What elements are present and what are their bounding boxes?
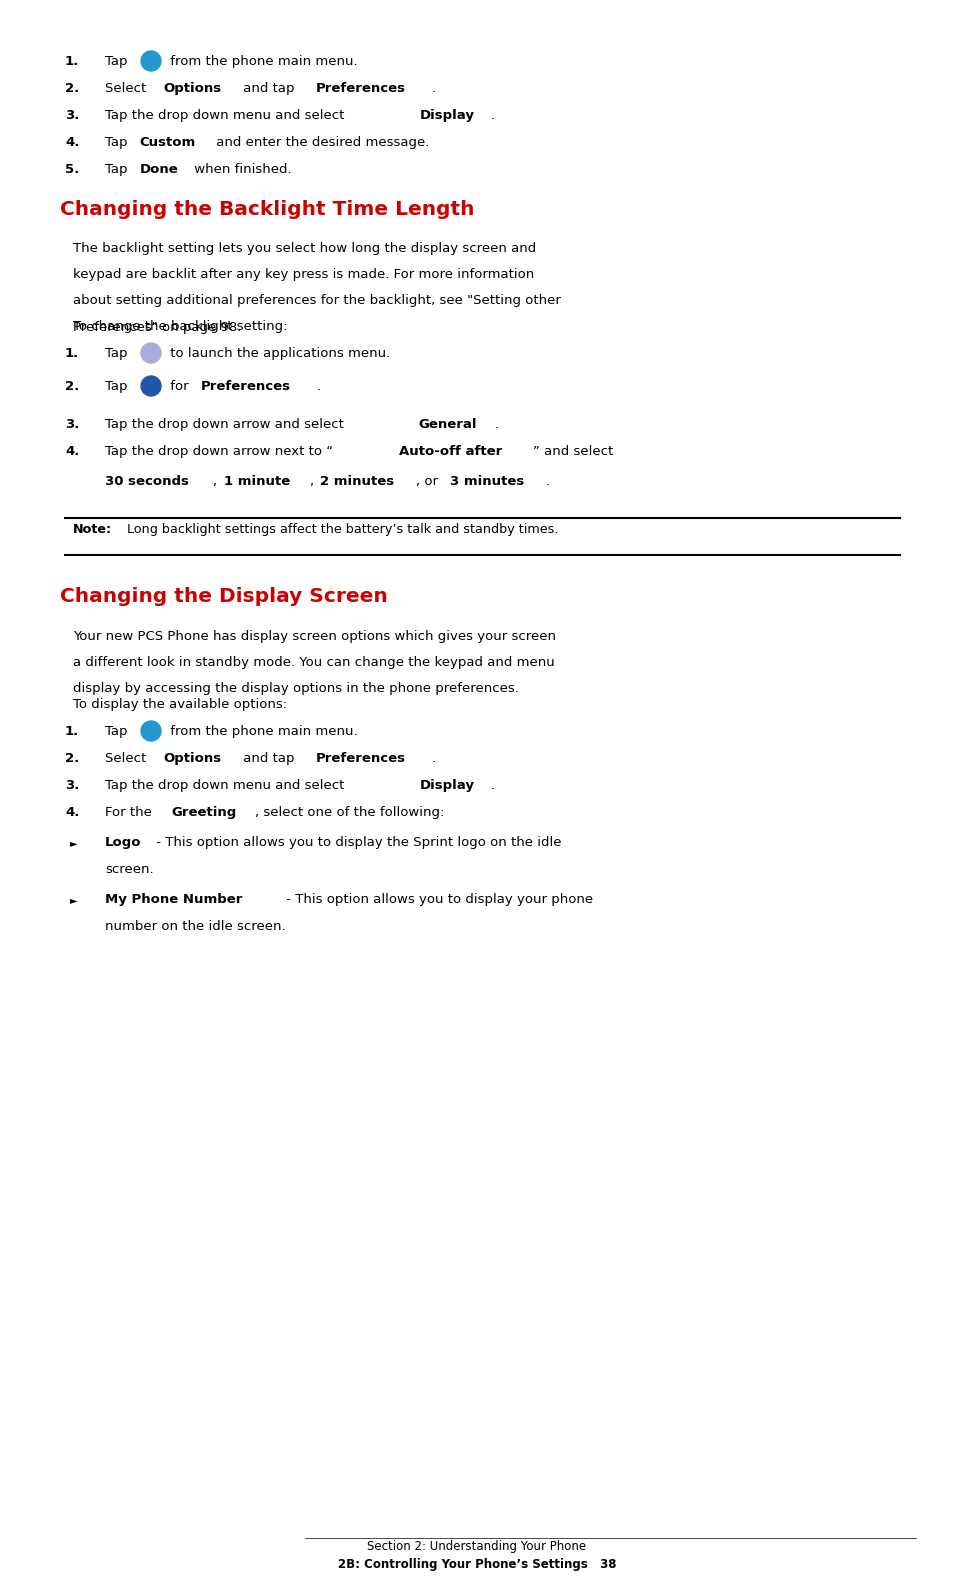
- Text: Tap the drop down arrow and select: Tap the drop down arrow and select: [105, 418, 348, 431]
- Text: .: .: [490, 110, 494, 122]
- Text: 1.: 1.: [65, 56, 79, 68]
- Text: Preferences: Preferences: [315, 83, 405, 95]
- Text: The backlight setting lets you select how long the display screen and: The backlight setting lets you select ho…: [73, 242, 536, 254]
- Text: Tap: Tap: [105, 137, 132, 149]
- Text: 4.: 4.: [65, 445, 79, 458]
- Text: 1.: 1.: [65, 347, 79, 359]
- Text: To display the available options:: To display the available options:: [73, 698, 287, 711]
- Text: Tap: Tap: [105, 725, 132, 738]
- Text: 2 minutes: 2 minutes: [320, 475, 394, 488]
- Text: screen.: screen.: [105, 863, 153, 876]
- Text: Long backlight settings affect the battery’s talk and standby times.: Long backlight settings affect the batte…: [123, 523, 558, 536]
- Text: Tap the drop down menu and select: Tap the drop down menu and select: [105, 110, 348, 122]
- Text: ,: ,: [213, 475, 221, 488]
- Text: Display: Display: [419, 779, 474, 792]
- Text: 3 minutes: 3 minutes: [450, 475, 523, 488]
- Text: Select: Select: [105, 752, 151, 765]
- Text: Changing the Backlight Time Length: Changing the Backlight Time Length: [60, 200, 474, 219]
- Text: ⌂: ⌂: [148, 348, 153, 358]
- Text: .: .: [316, 380, 320, 393]
- Circle shape: [141, 51, 161, 72]
- Text: , select one of the following:: , select one of the following:: [254, 806, 444, 819]
- Text: about setting additional preferences for the backlight, see "Setting other: about setting additional preferences for…: [73, 294, 560, 307]
- Text: - This option allows you to display your phone: - This option allows you to display your…: [282, 894, 593, 906]
- Text: Logo: Logo: [105, 836, 141, 849]
- Text: and enter the desired message.: and enter the desired message.: [212, 137, 429, 149]
- Circle shape: [141, 343, 161, 363]
- Text: Tap: Tap: [105, 164, 132, 176]
- Circle shape: [141, 720, 161, 741]
- Text: .: .: [545, 475, 549, 488]
- Text: from the phone main menu.: from the phone main menu.: [166, 725, 357, 738]
- Text: .: .: [490, 779, 494, 792]
- Text: display by accessing the display options in the phone preferences.: display by accessing the display options…: [73, 682, 518, 695]
- Text: to launch the applications menu.: to launch the applications menu.: [166, 347, 390, 359]
- Text: 1.: 1.: [65, 725, 79, 738]
- Text: Section 2: Understanding Your Phone: Section 2: Understanding Your Phone: [367, 1541, 586, 1553]
- Text: 3.: 3.: [65, 110, 79, 122]
- Text: when finished.: when finished.: [190, 164, 291, 176]
- Text: Auto-off after: Auto-off after: [399, 445, 502, 458]
- Text: 2.: 2.: [65, 380, 79, 393]
- Text: keypad are backlit after any key press is made. For more information: keypad are backlit after any key press i…: [73, 269, 534, 281]
- Text: Preferences: Preferences: [200, 380, 291, 393]
- Text: Tap: Tap: [105, 380, 132, 393]
- Text: and tap: and tap: [238, 752, 298, 765]
- Text: ☰: ☰: [147, 57, 154, 65]
- Text: Options: Options: [164, 752, 222, 765]
- Text: Changing the Display Screen: Changing the Display Screen: [60, 587, 387, 606]
- Text: Options: Options: [164, 83, 222, 95]
- Text: Display: Display: [419, 110, 474, 122]
- Text: Tap: Tap: [105, 347, 132, 359]
- Text: from the phone main menu.: from the phone main menu.: [166, 56, 357, 68]
- Text: ►: ►: [70, 895, 77, 905]
- Text: Done: Done: [139, 164, 178, 176]
- Text: To change the backlight setting:: To change the backlight setting:: [73, 320, 287, 332]
- Text: for: for: [166, 380, 193, 393]
- Text: For the: For the: [105, 806, 156, 819]
- Text: General: General: [418, 418, 476, 431]
- Text: Tap the drop down arrow next to “: Tap the drop down arrow next to “: [105, 445, 333, 458]
- Text: Preferences: Preferences: [315, 752, 405, 765]
- Text: My Phone Number: My Phone Number: [105, 894, 242, 906]
- Text: , or: , or: [416, 475, 442, 488]
- Text: 30 seconds: 30 seconds: [105, 475, 189, 488]
- Text: 4.: 4.: [65, 806, 79, 819]
- Text: Tap the drop down menu and select: Tap the drop down menu and select: [105, 779, 348, 792]
- Circle shape: [141, 375, 161, 396]
- Text: Custom: Custom: [139, 137, 195, 149]
- Text: 4.: 4.: [65, 137, 79, 149]
- Text: .: .: [432, 752, 436, 765]
- Text: 3.: 3.: [65, 418, 79, 431]
- Text: Your new PCS Phone has display screen options which gives your screen: Your new PCS Phone has display screen op…: [73, 630, 556, 642]
- Text: a different look in standby mode. You can change the keypad and menu: a different look in standby mode. You ca…: [73, 657, 554, 669]
- Text: - This option allows you to display the Sprint logo on the idle: - This option allows you to display the …: [152, 836, 561, 849]
- Text: 1 minute: 1 minute: [224, 475, 290, 488]
- Text: 5.: 5.: [65, 164, 79, 176]
- Text: ≡: ≡: [147, 382, 155, 391]
- Text: 3.: 3.: [65, 779, 79, 792]
- Text: Preferences" on page 98.: Preferences" on page 98.: [73, 321, 241, 334]
- Text: ,: ,: [309, 475, 317, 488]
- Text: Select: Select: [105, 83, 151, 95]
- Text: 2.: 2.: [65, 83, 79, 95]
- Text: Note:: Note:: [73, 523, 112, 536]
- Text: Tap: Tap: [105, 56, 132, 68]
- Text: .: .: [432, 83, 436, 95]
- Text: and tap: and tap: [238, 83, 298, 95]
- Text: Greeting: Greeting: [171, 806, 236, 819]
- Text: .: .: [494, 418, 497, 431]
- Text: 2.: 2.: [65, 752, 79, 765]
- Text: ☰: ☰: [147, 727, 154, 736]
- Text: ►: ►: [70, 838, 77, 847]
- Text: 2B: Controlling Your Phone’s Settings   38: 2B: Controlling Your Phone’s Settings 38: [337, 1558, 616, 1571]
- Text: ” and select: ” and select: [532, 445, 612, 458]
- Text: number on the idle screen.: number on the idle screen.: [105, 921, 285, 933]
